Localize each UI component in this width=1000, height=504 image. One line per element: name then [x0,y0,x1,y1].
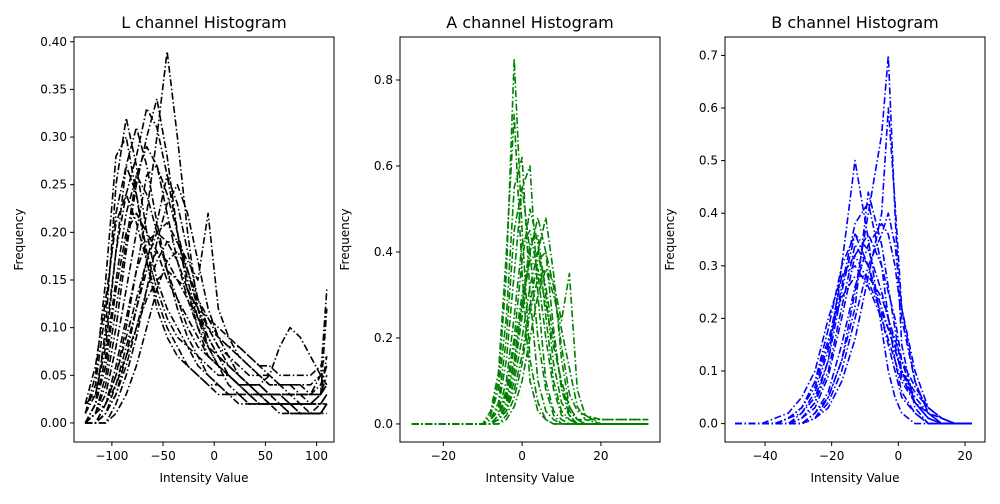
l-y-tick-label: 0.00 [40,416,67,430]
l-x-tick-label: −100 [95,449,128,463]
l-x-tick-label: −50 [150,449,175,463]
a-y-axis-label: Frequency [338,209,352,271]
l-axes-frame [73,36,335,443]
b-y-tick-label: 0.7 [699,48,718,62]
a-series-line-15 [411,251,649,425]
l-series-line-20 [84,269,328,424]
a-y-tick-label: 0.8 [374,73,393,87]
b-y-tick-label: 0.1 [699,364,718,378]
b-y-tick-label: 0.5 [699,154,718,168]
b-x-tick-label: −40 [752,449,777,463]
a-axes-frame [399,36,661,443]
b-y-axis-label: Frequency [663,209,677,271]
b-y-tick-label: 0.3 [699,259,718,273]
l-x-tick-label: 100 [305,449,328,463]
l-series-line-15 [84,145,328,424]
b-y-tick-label: 0.2 [699,311,718,325]
l-series-group [84,50,328,424]
l-y-tick-label: 0.15 [40,273,67,287]
a-series-group [411,57,649,425]
a-x-tick-label: −20 [431,449,456,463]
l-y-tick-label: 0.20 [40,225,67,239]
b-channel-histogram-panel: −40 −20 0 20 0.0 0.1 0.2 0.3 0.4 0.5 0.6 0.7 B chann… [663,13,986,485]
a-series-line-6 [411,113,649,425]
b-y-tick-label: 0.6 [699,101,718,115]
l-chart-title: L channel Histogram [121,13,286,32]
b-series-line-1 [735,159,972,425]
l-x-axis-label: Intensity Value [160,471,249,485]
l-series-line-13 [84,193,328,405]
b-x-tick-label: −20 [819,449,844,463]
b-chart-title: B channel Histogram [771,13,938,32]
l-y-tick-label: 0.05 [40,368,67,382]
a-chart-title: A channel Histogram [446,13,613,32]
l-y-tick-label: 0.10 [40,321,67,335]
l-series-line-16 [85,231,328,424]
b-series-line-9 [735,244,972,425]
a-series-line-1 [411,57,649,425]
l-x-tick-label: 50 [258,449,273,463]
b-series-line-4 [735,233,972,425]
l-y-axis-label: Frequency [12,209,26,271]
l-series-line-14 [85,174,328,424]
a-x-axis-label: Intensity Value [486,471,575,485]
a-series-line-3 [411,208,649,425]
a-x-tick-label: 20 [593,449,608,463]
b-y-tick-label: 0.0 [699,417,718,431]
a-series-line-7 [411,165,649,425]
b-series-line-5 [735,222,972,425]
a-y-tick-label: 0.2 [374,331,393,345]
l-series-line-2 [84,107,328,415]
b-y-tick-label: 0.4 [699,206,718,220]
b-axes-frame [724,36,986,443]
a-x-tick-label: 0 [518,449,526,463]
l-series-line-19 [84,174,328,424]
b-series-line-14 [735,254,972,425]
l-y-tick-label: 0.40 [40,35,67,49]
l-y-tick-label: 0.25 [40,178,67,192]
l-x-tick-label: 0 [210,449,218,463]
l-series-line-4 [84,164,328,414]
l-channel-histogram-panel: −100 −50 0 50 100 0.00 0.05 0.10 0.15 0.20 0.25 0.3… [12,13,335,485]
b-series-line-10 [735,191,972,425]
l-series-line-17 [84,126,328,415]
b-x-tick-label: 0 [895,449,903,463]
b-series-group [735,54,972,425]
a-y-tick-label: 0.6 [374,159,393,173]
b-x-tick-label: 20 [957,449,972,463]
b-x-axis-label: Intensity Value [811,471,900,485]
l-series-line-18 [85,250,328,424]
l-y-tick-label: 0.30 [40,130,67,144]
a-channel-histogram-panel: −20 0 20 0.0 0.2 0.4 0.6 0.8 A channel Histogram… [338,13,661,485]
a-y-tick-label: 0.0 [374,417,393,431]
a-y-tick-label: 0.4 [374,245,393,259]
b-series-line-13 [735,212,972,425]
l-y-tick-label: 0.35 [40,82,67,96]
